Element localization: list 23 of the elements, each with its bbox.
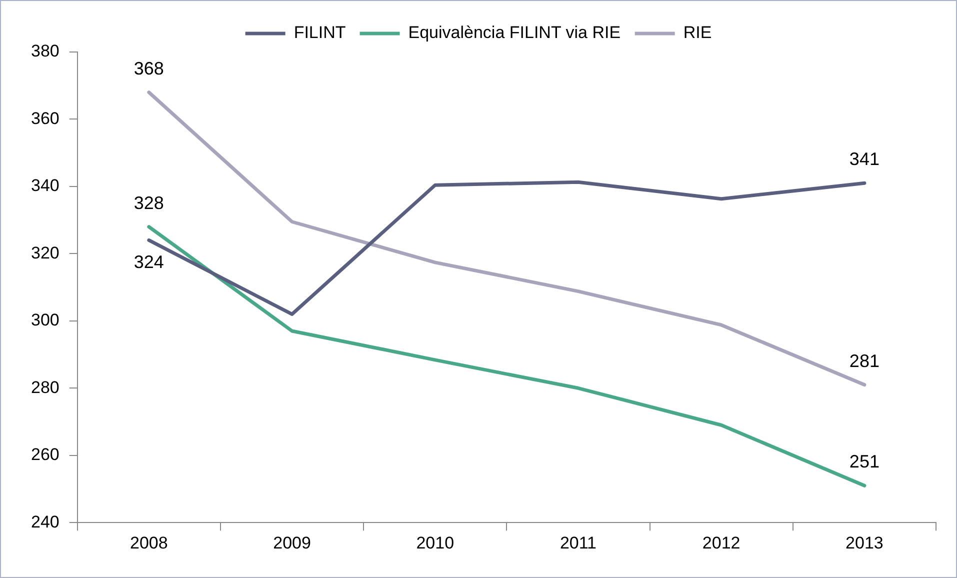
- legend-label: Equivalència FILINT via RIE: [408, 23, 621, 42]
- legend-label: FILINT: [294, 23, 346, 42]
- data-label: 341: [849, 149, 880, 170]
- y-tick-label: 240: [30, 512, 60, 532]
- x-tick-label: 2009: [273, 533, 311, 552]
- y-tick-label: 340: [30, 176, 60, 196]
- y-tick-label: 260: [30, 445, 60, 464]
- y-tick-label: 320: [30, 243, 60, 262]
- data-label: 251: [849, 452, 880, 472]
- y-tick-label: 300: [30, 310, 60, 330]
- x-tick-label: 2010: [416, 533, 454, 552]
- data-label: 324: [134, 252, 164, 272]
- data-label: 368: [134, 58, 164, 78]
- x-tick-label: 2008: [130, 533, 168, 552]
- data-label: 328: [134, 192, 164, 213]
- x-tick-label: 2013: [846, 533, 884, 552]
- x-tick-label: 2011: [560, 533, 597, 552]
- data-label: 281: [849, 350, 880, 371]
- y-tick-label: 360: [30, 108, 60, 128]
- x-tick-label: 2012: [702, 533, 740, 552]
- y-tick-label: 280: [30, 378, 60, 397]
- legend-label: RIE: [683, 23, 712, 42]
- y-tick-label: 380: [30, 42, 60, 61]
